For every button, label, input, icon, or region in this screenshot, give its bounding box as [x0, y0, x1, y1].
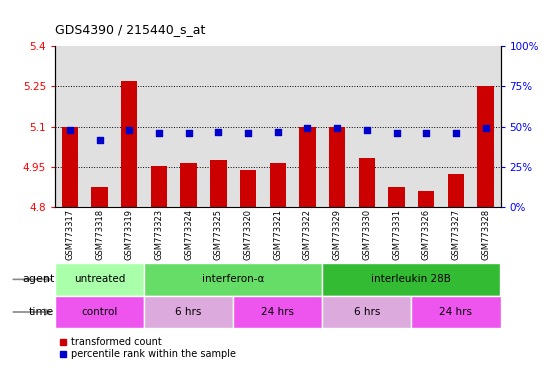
Text: control: control [81, 307, 118, 317]
Text: interleukin 28B: interleukin 28B [371, 274, 452, 285]
Bar [322, 296, 411, 328]
Bar [233, 296, 322, 328]
Bar [55, 296, 144, 328]
Bar [121, 81, 138, 207]
Bar [329, 127, 345, 207]
Text: agent: agent [22, 274, 54, 285]
Point [184, 130, 193, 136]
Bar [477, 86, 494, 207]
Bar [322, 263, 500, 296]
Bar [240, 170, 256, 207]
Point [452, 130, 460, 136]
Bar [144, 263, 322, 296]
Point [362, 127, 371, 133]
Point [65, 127, 74, 133]
Point [481, 125, 490, 131]
Bar [151, 166, 167, 207]
Legend: transformed count, percentile rank within the sample: transformed count, percentile rank withi… [60, 337, 235, 359]
Bar [299, 127, 316, 207]
Bar [359, 158, 375, 207]
Point [244, 130, 252, 136]
Point [95, 137, 104, 143]
Point [392, 130, 401, 136]
Point [303, 125, 312, 131]
Bar [55, 263, 144, 296]
Text: untreated: untreated [74, 274, 125, 285]
Bar [144, 296, 233, 328]
Text: GDS4390 / 215440_s_at: GDS4390 / 215440_s_at [55, 23, 205, 36]
Text: 6 hrs: 6 hrs [354, 307, 380, 317]
Text: 24 hrs: 24 hrs [261, 307, 294, 317]
Point [125, 127, 134, 133]
Point [333, 125, 342, 131]
Bar [62, 127, 78, 207]
Bar [180, 163, 197, 207]
Bar [270, 163, 286, 207]
Bar [91, 187, 108, 207]
Text: time: time [29, 307, 54, 317]
Text: interferon-α: interferon-α [202, 274, 265, 285]
Point [155, 130, 163, 136]
Text: 6 hrs: 6 hrs [175, 307, 202, 317]
Point [422, 130, 431, 136]
Bar [388, 187, 405, 207]
Bar [411, 296, 500, 328]
Point [214, 129, 223, 135]
Bar [448, 174, 464, 207]
Bar [210, 161, 227, 207]
Point [273, 129, 282, 135]
Bar [418, 191, 434, 207]
Text: 24 hrs: 24 hrs [439, 307, 472, 317]
